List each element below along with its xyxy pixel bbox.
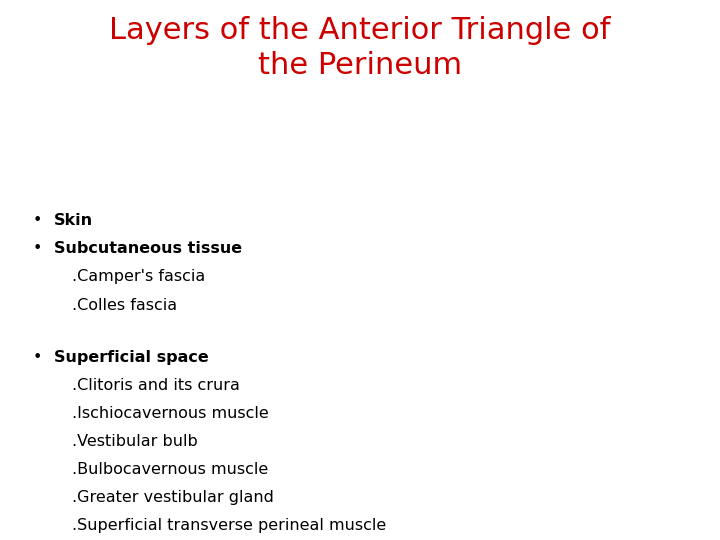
- Text: .Clitoris and its crura: .Clitoris and its crura: [72, 378, 240, 393]
- Text: .Bulbocavernous muscle: .Bulbocavernous muscle: [72, 462, 269, 477]
- Text: .Ischiocavernous muscle: .Ischiocavernous muscle: [72, 406, 269, 421]
- Text: •: •: [32, 350, 42, 365]
- Text: .Superficial transverse perineal muscle: .Superficial transverse perineal muscle: [72, 518, 386, 534]
- Text: •: •: [32, 213, 42, 228]
- Text: Layers of the Anterior Triangle of
the Perineum: Layers of the Anterior Triangle of the P…: [109, 16, 611, 80]
- Text: .Colles fascia: .Colles fascia: [72, 298, 177, 313]
- Text: .Vestibular bulb: .Vestibular bulb: [72, 434, 198, 449]
- Text: •: •: [32, 241, 42, 256]
- Text: Subcutaneous tissue: Subcutaneous tissue: [54, 241, 242, 256]
- Text: Superficial space: Superficial space: [54, 350, 209, 365]
- Text: .Camper's fascia: .Camper's fascia: [72, 269, 205, 285]
- Text: .Greater vestibular gland: .Greater vestibular gland: [72, 490, 274, 505]
- Text: Skin: Skin: [54, 213, 93, 228]
